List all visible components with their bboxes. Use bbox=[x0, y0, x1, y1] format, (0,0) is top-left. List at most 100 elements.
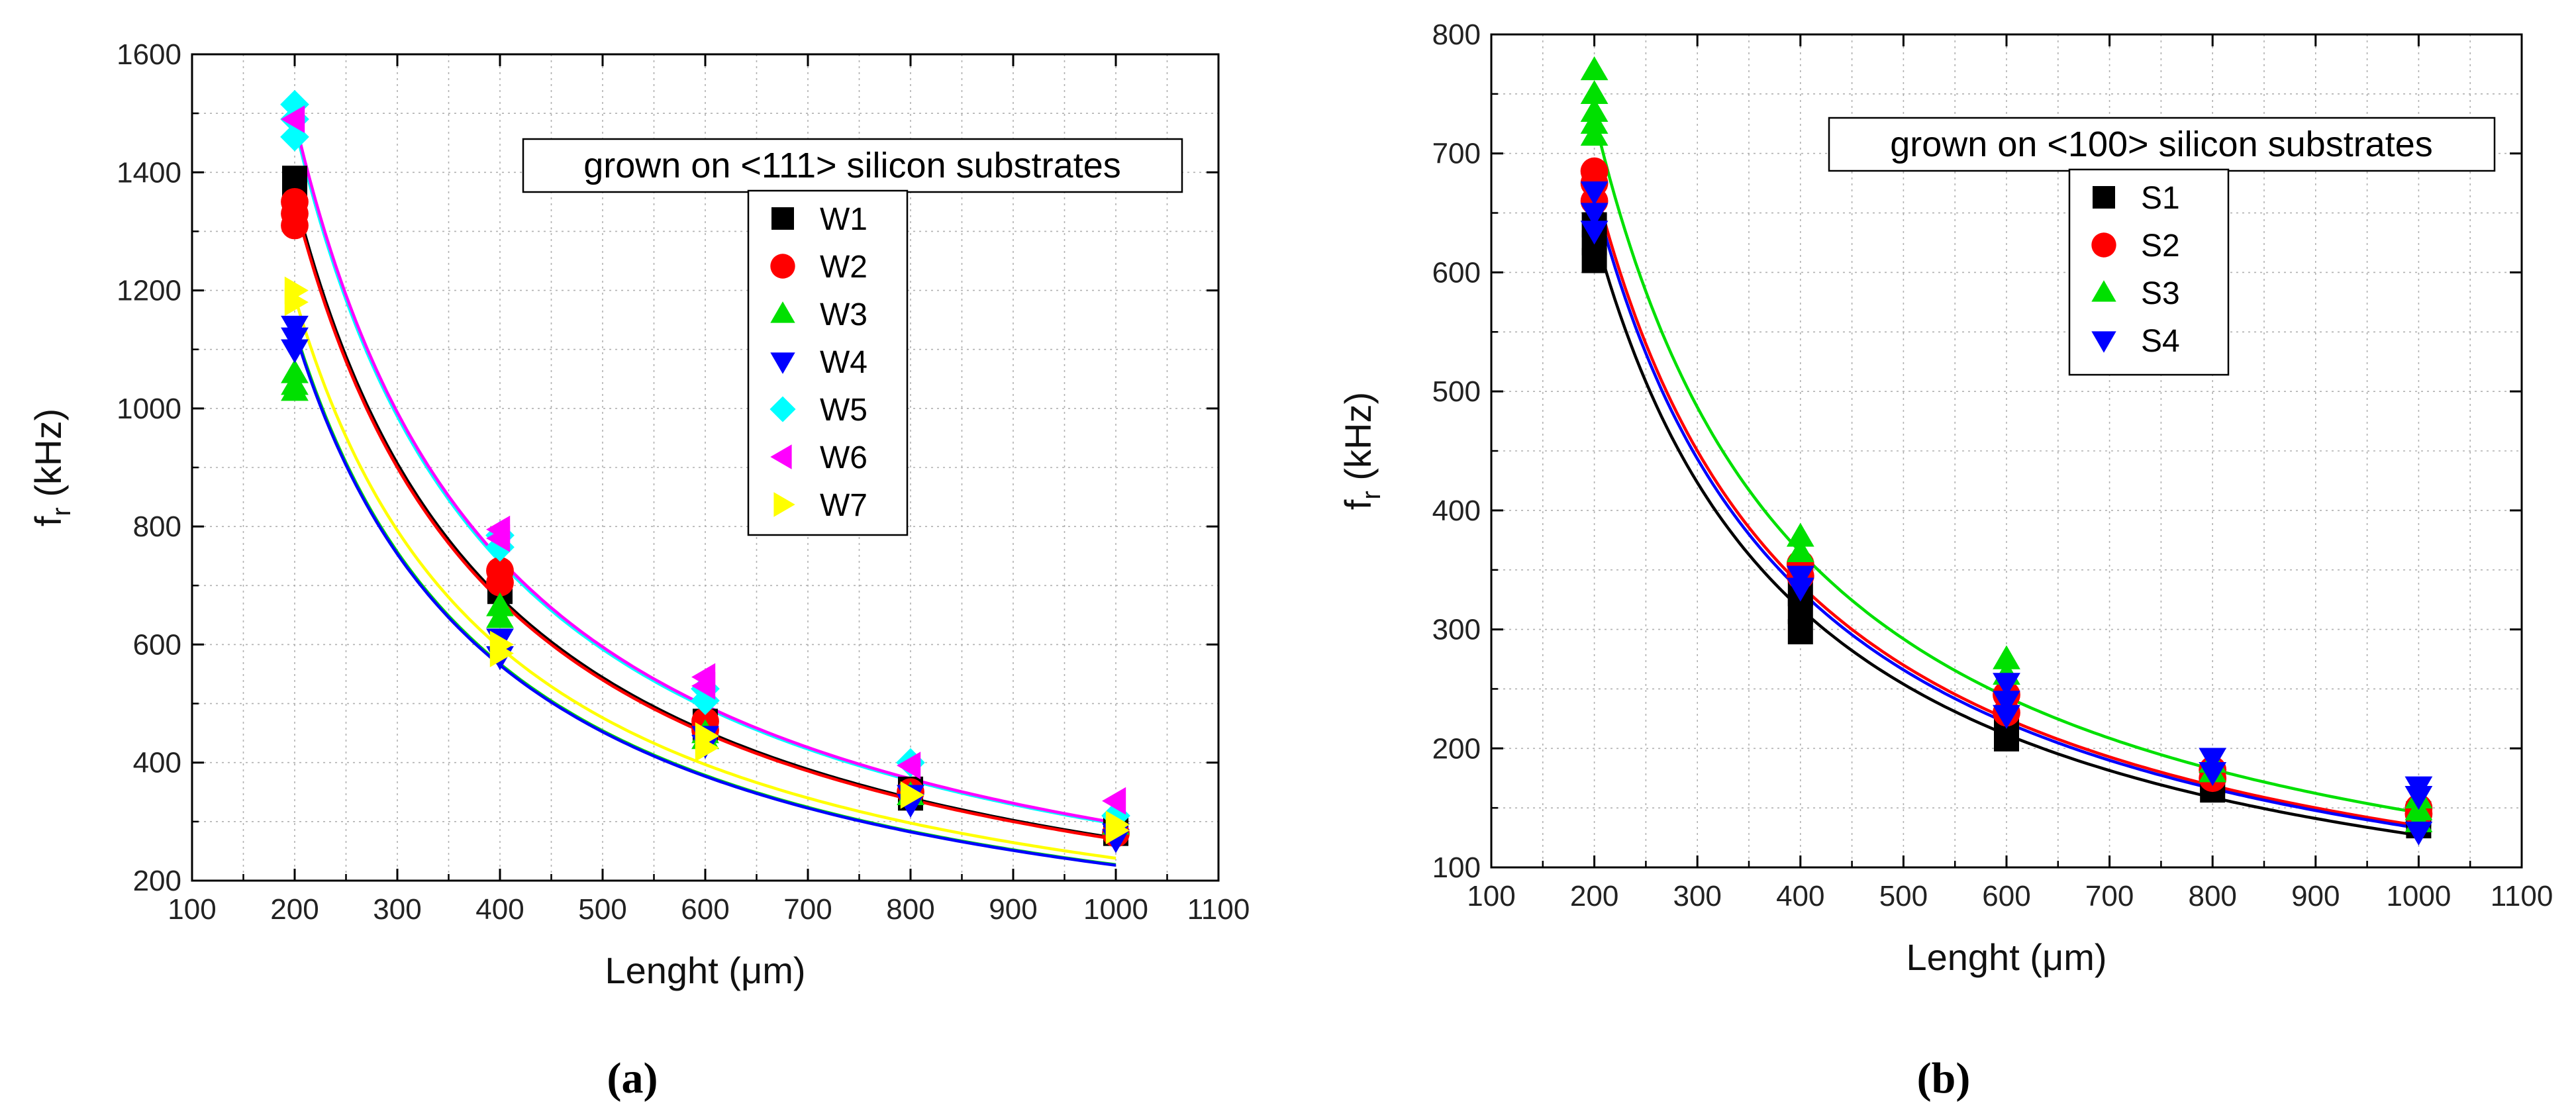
x-tick-label: 200 bbox=[270, 893, 319, 926]
x-tick-label: 600 bbox=[681, 893, 729, 926]
legend-label-w6: W6 bbox=[820, 440, 867, 475]
y-tick-label: 800 bbox=[133, 511, 181, 543]
y-tick-label: 500 bbox=[1432, 375, 1481, 408]
data-point-s3 bbox=[1993, 645, 2020, 669]
fit-curve-w7 bbox=[293, 295, 1116, 860]
fit-curve-w4 bbox=[293, 331, 1116, 867]
legend-marker-w4 bbox=[770, 352, 795, 374]
data-point-w7 bbox=[284, 288, 309, 316]
y-tick-label: 400 bbox=[1432, 495, 1481, 527]
data-point-w6 bbox=[1102, 787, 1126, 815]
legend-marker-w2 bbox=[770, 254, 795, 279]
y-axis-title-unit-a: (kHz) bbox=[27, 409, 69, 507]
data-point-s4 bbox=[2404, 821, 2433, 846]
legend-items-b: S1 S2 S3 S4 bbox=[2091, 181, 2180, 359]
legend-label-w3: W3 bbox=[820, 297, 867, 332]
y-tick-label: 1600 bbox=[117, 38, 181, 71]
data-point-s1 bbox=[1994, 726, 2019, 752]
x-tick-label: 100 bbox=[1467, 880, 1515, 912]
panel-label-a: (a) bbox=[607, 1054, 658, 1102]
legend-label-s2: S2 bbox=[2141, 228, 2180, 264]
legend-items-a: W1 W2 W3 W4 W5 W6 W7 bbox=[769, 202, 867, 523]
data-point-w4 bbox=[281, 339, 309, 364]
legend-label-w1: W1 bbox=[820, 202, 867, 237]
y-axis-title-main-a: f bbox=[27, 516, 69, 526]
data-point-s4 bbox=[1993, 673, 2020, 697]
data-point-s3 bbox=[1580, 56, 1609, 81]
data-points-a bbox=[280, 89, 1130, 853]
panel-label-b: (b) bbox=[1917, 1054, 1971, 1102]
data-point-w2 bbox=[486, 568, 514, 597]
chart-panel-a: 100 200 300 400 500 600 700 800 900 1000 1100 200 4… bbox=[27, 38, 1250, 1102]
x-tick-label: 700 bbox=[2085, 880, 2134, 912]
legend-marker-s3 bbox=[2091, 280, 2116, 302]
legend-marker-w3 bbox=[770, 301, 795, 323]
y-tick-label: 600 bbox=[1432, 256, 1481, 289]
x-tick-label: 600 bbox=[1982, 880, 2030, 912]
x-tick-label: 900 bbox=[2291, 880, 2340, 912]
data-point-w6 bbox=[281, 105, 305, 133]
legend-marker-s2 bbox=[2091, 232, 2116, 258]
y-tick-label: 700 bbox=[1432, 138, 1481, 170]
legend-label-s4: S4 bbox=[2141, 324, 2180, 359]
y-tick-label: 400 bbox=[133, 747, 181, 779]
x-tick-label: 400 bbox=[475, 893, 524, 926]
data-point-w3 bbox=[486, 604, 514, 628]
data-point-s3 bbox=[1580, 79, 1609, 105]
y-axis-title-a: fr (kHz) bbox=[27, 409, 76, 526]
data-point-w2 bbox=[281, 211, 309, 240]
legend-title-box-b bbox=[1828, 117, 2496, 172]
data-point-s4 bbox=[2199, 748, 2227, 772]
data-point-w6 bbox=[897, 752, 921, 780]
legend-label-w4: W4 bbox=[820, 345, 867, 380]
y-axis-title-main-b: f bbox=[1337, 499, 1379, 510]
y-axis-title-unit-b: (kHz) bbox=[1337, 392, 1379, 491]
y-tick-label: 1400 bbox=[117, 156, 181, 189]
y-tick-label: 600 bbox=[133, 628, 181, 661]
y-axis-ticks-a: 200 400 600 800 1000 1200 1400 1600 bbox=[117, 38, 1218, 897]
x-axis-title-b: Lenght (μm) bbox=[1906, 936, 2106, 978]
data-point-s4 bbox=[1993, 691, 2020, 715]
x-tick-label: 300 bbox=[373, 893, 421, 926]
y-tick-label: 1000 bbox=[117, 393, 181, 425]
data-point-s4 bbox=[2404, 785, 2433, 810]
chart-panel-b: 100 200 300 400 500 600 700 800 900 1000 1100 100 2… bbox=[1337, 19, 2553, 1102]
data-point-s3 bbox=[1786, 522, 1814, 547]
x-tick-label: 800 bbox=[2188, 880, 2236, 912]
x-tick-label: 1000 bbox=[1083, 893, 1148, 926]
x-tick-label: 900 bbox=[989, 893, 1037, 926]
legend-b: grown on <100> silicon substrates S1 S2 S3… bbox=[1828, 117, 2496, 376]
x-tick-label: 200 bbox=[1570, 880, 1618, 912]
x-tick-label: 500 bbox=[578, 893, 626, 926]
legend-a: grown on <111> silicon substrates W1 W2 W3… bbox=[522, 138, 1183, 536]
data-point-s3 bbox=[1580, 121, 1609, 146]
x-tick-label: 800 bbox=[886, 893, 934, 926]
x-tick-label: 1100 bbox=[2491, 880, 2553, 912]
x-tick-label: 700 bbox=[783, 893, 832, 926]
data-point-w6 bbox=[691, 671, 716, 700]
data-point-s4 bbox=[1786, 577, 1814, 602]
y-tick-label: 800 bbox=[1432, 19, 1481, 51]
legend-title-a: grown on <111> silicon substrates bbox=[583, 146, 1120, 185]
x-tick-label: 1100 bbox=[1187, 893, 1250, 926]
x-tick-label: 400 bbox=[1776, 880, 1824, 912]
legend-marker-w6 bbox=[770, 444, 792, 469]
x-tick-label: 1000 bbox=[2386, 880, 2451, 912]
legend-box-a bbox=[747, 189, 909, 536]
y-axis-title-sub-a: r bbox=[47, 507, 76, 516]
data-points-b bbox=[1580, 56, 2433, 846]
y-tick-label: 1200 bbox=[117, 275, 181, 307]
data-point-s3 bbox=[1786, 538, 1814, 562]
legend-label-s3: S3 bbox=[2141, 276, 2180, 311]
data-point-w3 bbox=[281, 377, 309, 401]
legend-label-w2: W2 bbox=[820, 250, 867, 285]
x-tick-label: 300 bbox=[1673, 880, 1721, 912]
legend-marker-s4 bbox=[2091, 331, 2116, 353]
data-point-w7 bbox=[489, 639, 514, 667]
x-tick-label: 100 bbox=[168, 893, 216, 926]
legend-label-s1: S1 bbox=[2141, 181, 2180, 216]
data-point-s4 bbox=[1993, 705, 2020, 729]
x-axis-ticks-a: 100 200 300 400 500 600 700 800 900 1000 1100 bbox=[168, 54, 1250, 926]
data-point-w7 bbox=[695, 734, 719, 762]
